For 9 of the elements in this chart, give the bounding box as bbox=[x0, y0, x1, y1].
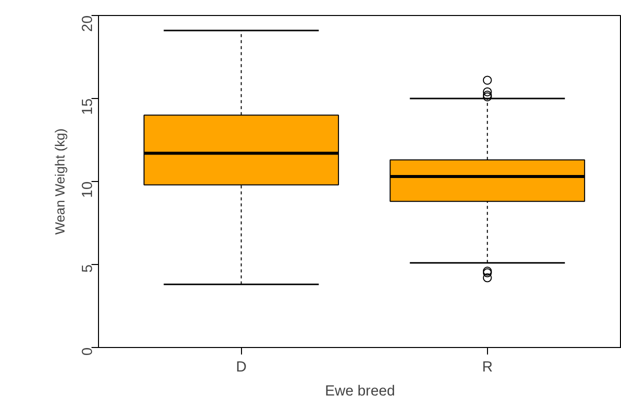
y-tick-label: 0 bbox=[80, 347, 96, 356]
x-tick-label: R bbox=[482, 360, 493, 376]
x-axis-title: Ewe breed bbox=[324, 384, 396, 400]
y-axis-title: Wean Weight (kg) bbox=[52, 128, 68, 235]
y-tick-label: 15 bbox=[80, 98, 96, 115]
y-tick-label: 20 bbox=[80, 15, 96, 32]
y-tick-label: 5 bbox=[80, 264, 96, 273]
x-tick-label: D bbox=[236, 360, 247, 376]
y-tick-label: 10 bbox=[80, 181, 96, 198]
